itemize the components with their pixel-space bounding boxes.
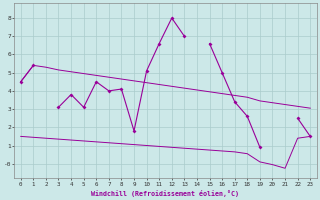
X-axis label: Windchill (Refroidissement éolien,°C): Windchill (Refroidissement éolien,°C) <box>92 190 239 197</box>
